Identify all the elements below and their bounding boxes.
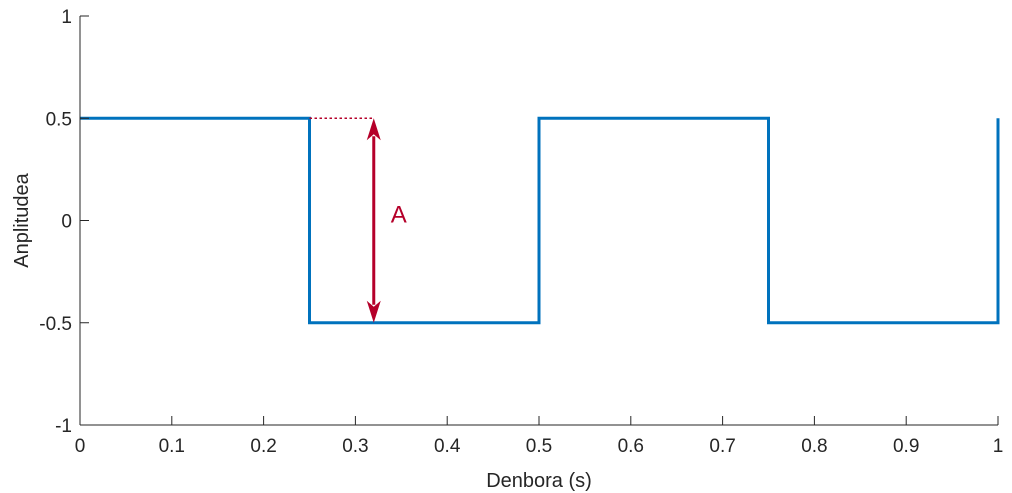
plot-area <box>80 116 1000 325</box>
x-tick-label: 0.3 <box>342 436 368 457</box>
x-tick-label: 0.4 <box>434 436 461 457</box>
x-tick-label: 0 <box>75 436 86 457</box>
x-tick-label: 0.8 <box>801 436 827 457</box>
series-line-0 <box>80 116 1000 325</box>
axes: 0 0.1 0.2 0.3 0.4 0.5 0.6 0.7 0.8 0.9 1 -1 -0.5 0 0.5 1 <box>39 7 1003 457</box>
x-tick-label: 0.2 <box>250 436 276 457</box>
y-tick-label: 0 <box>61 212 72 233</box>
x-tick-label: 1 <box>993 436 1004 457</box>
y-axis-label: Anplitudea <box>11 172 33 267</box>
annotation-arrowhead-top <box>366 118 381 141</box>
annotation-arrowhead-bottom <box>366 300 381 323</box>
y-tick-label: 0.5 <box>46 109 72 130</box>
x-axis-label: Denbora (s) <box>486 470 592 492</box>
x-tick-label: 0.7 <box>709 436 735 457</box>
y-tick-label: -1 <box>55 416 72 437</box>
x-tick-label: 0.5 <box>526 436 552 457</box>
y-tick-label: -0.5 <box>39 314 72 335</box>
x-tick-label: 0.9 <box>893 436 919 457</box>
x-tick-label: 0.6 <box>618 436 644 457</box>
annotation-label: A <box>391 202 407 229</box>
annotation-layer: A <box>309 117 407 323</box>
x-tick-label: 0.1 <box>159 436 185 457</box>
y-tick-label: 1 <box>61 7 72 28</box>
